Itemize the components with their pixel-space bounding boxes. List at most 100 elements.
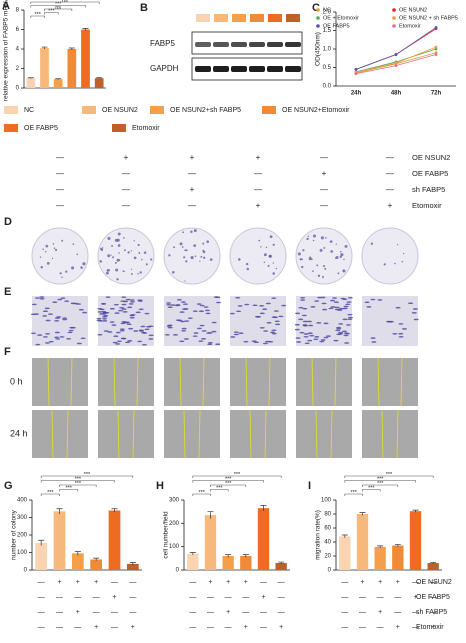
y-tick-label: 1.5	[323, 28, 332, 34]
wound-edge	[249, 409, 252, 459]
cell	[78, 308, 84, 311]
cell	[113, 335, 119, 338]
cell	[102, 316, 108, 318]
colony-dish	[361, 227, 419, 285]
y-tick-label: 0	[16, 86, 20, 92]
marker	[354, 72, 358, 76]
wound-image	[296, 410, 352, 458]
cell	[121, 296, 127, 298]
panel-label: A	[2, 0, 10, 12]
legend-swatch	[82, 106, 96, 114]
bracket	[40, 475, 134, 478]
legend-swatch	[150, 106, 164, 114]
cell	[109, 321, 115, 323]
marker	[434, 45, 438, 49]
error-bar	[225, 554, 232, 558]
cell	[333, 301, 339, 304]
bracket	[210, 484, 247, 487]
colony	[137, 272, 139, 275]
cell	[274, 320, 280, 323]
sign: +	[322, 169, 327, 178]
sign: —	[386, 185, 394, 194]
cell	[138, 329, 144, 332]
cell	[105, 296, 111, 298]
row-label: sh FABP5	[416, 609, 447, 616]
cell	[114, 312, 120, 314]
bracket	[44, 12, 59, 15]
colony	[137, 243, 140, 247]
y-tick-label: 300	[17, 515, 28, 521]
sign: —	[320, 185, 328, 194]
sign: —	[189, 579, 196, 586]
colony	[145, 263, 148, 266]
colony	[340, 253, 344, 257]
cell	[335, 329, 341, 332]
cell	[243, 340, 249, 343]
colony	[200, 255, 203, 258]
colony	[116, 238, 120, 242]
sign: —	[341, 609, 348, 616]
colony	[133, 240, 135, 242]
error-bar	[82, 28, 89, 31]
sign: +	[256, 153, 261, 162]
sign: +	[244, 579, 248, 586]
bracket	[344, 475, 434, 478]
cell	[302, 307, 308, 310]
sign: —	[111, 624, 118, 631]
cell	[330, 306, 336, 308]
cell	[313, 338, 319, 341]
colony	[71, 266, 75, 270]
cell	[398, 323, 404, 325]
cell	[102, 311, 108, 314]
cell	[62, 317, 68, 319]
significance: ***	[34, 12, 41, 18]
cell	[235, 296, 241, 299]
cell	[103, 330, 109, 332]
x-tick-label: 48h	[391, 91, 402, 97]
sign: —	[359, 594, 366, 601]
wound-edge	[70, 357, 73, 407]
cell	[115, 343, 121, 345]
cell	[271, 329, 277, 332]
sign: —	[341, 579, 348, 586]
wound-image	[362, 358, 418, 406]
error-bar	[430, 561, 437, 564]
bracket	[210, 489, 229, 492]
wound-image	[164, 358, 220, 406]
sign: —	[122, 201, 130, 210]
colony	[44, 250, 47, 253]
legend-marker	[392, 16, 396, 20]
cell	[60, 297, 66, 299]
colony	[123, 237, 125, 239]
sign: —	[412, 624, 419, 631]
colony	[344, 244, 348, 248]
sign: —	[111, 609, 118, 616]
cell	[332, 297, 338, 299]
cell	[392, 332, 398, 335]
cell	[342, 330, 348, 333]
sign: —	[359, 609, 366, 616]
bar	[26, 78, 36, 88]
colony	[173, 246, 176, 249]
cell	[307, 332, 313, 335]
row-label: OE FABP5	[416, 594, 450, 601]
wound-edge	[245, 357, 248, 407]
cell	[170, 304, 176, 306]
sign: —	[359, 624, 366, 631]
cell	[262, 342, 268, 345]
cell	[411, 312, 417, 314]
colony	[139, 271, 142, 274]
cell	[192, 335, 198, 337]
error-bar	[41, 46, 48, 49]
colony	[42, 248, 44, 251]
colony	[275, 267, 278, 270]
colony	[101, 247, 104, 249]
colony	[297, 252, 301, 256]
cell	[204, 309, 210, 312]
cell	[370, 337, 376, 339]
sign: —	[260, 609, 267, 616]
colony	[193, 244, 197, 248]
sign: —	[394, 609, 401, 616]
bar	[94, 78, 104, 88]
cell	[233, 333, 239, 336]
